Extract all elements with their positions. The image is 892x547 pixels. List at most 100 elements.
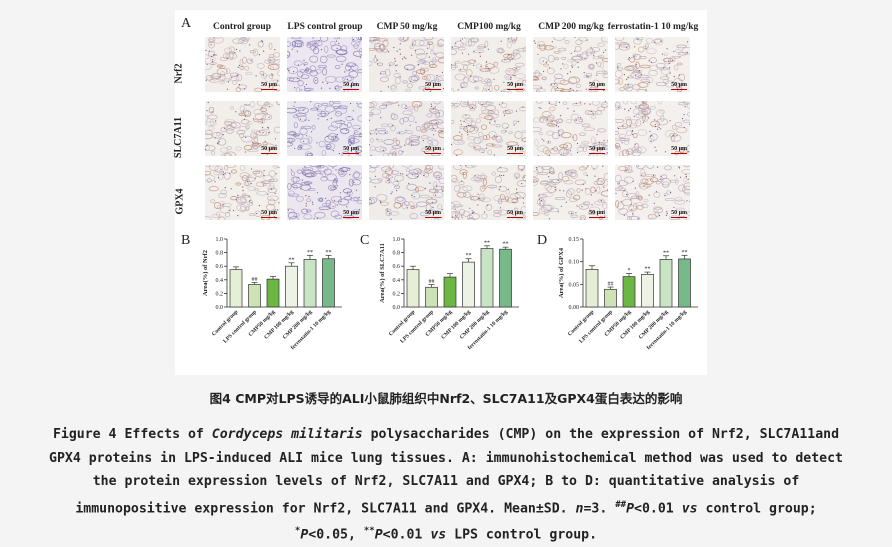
- scale-bar-label: 50 μm: [425, 82, 441, 90]
- bar: [406, 269, 420, 308]
- y-tick-label: 0.4: [216, 278, 224, 284]
- y-axis-label: Area(%) of GPX4: [558, 247, 565, 298]
- caption-line-2: GPX4 proteins in LPS-induced ALI mice lu…: [49, 450, 843, 466]
- caption-english: Figure 4 Effects of Cordyceps militaris …: [4, 423, 888, 547]
- column-header-cmp100: CMP100 mg/kg: [457, 22, 521, 32]
- panel-label-c: C: [360, 233, 370, 248]
- y-tick-label: 0.6: [216, 264, 224, 270]
- scale-bar-label: 50 μm: [261, 82, 277, 90]
- y-tick-label: 0.2: [216, 291, 224, 297]
- micrograph-gpx4-3: 50 μm: [451, 165, 526, 220]
- micrograph-nrf2-2: 50 μm: [369, 37, 444, 92]
- row-header-nrf2: Nrf2: [173, 63, 185, 84]
- category-label: LPS control group: [399, 309, 435, 345]
- significance-label: **: [663, 250, 669, 256]
- significance-label: ##: [429, 279, 435, 285]
- scale-bar-label: 50 μm: [589, 146, 605, 154]
- significance-label: **: [682, 250, 688, 256]
- panel-label-a: A: [181, 16, 192, 31]
- panel-label-b: B: [181, 233, 191, 248]
- column-header-control: Control group: [213, 22, 271, 32]
- column-header-cmp50: CMP 50 mg/kg: [376, 22, 438, 32]
- caption-line-5: *P<0.05, **P<0.01 vs LPS control group.: [294, 526, 598, 543]
- y-tick-label: 0.0: [393, 305, 401, 311]
- bar: [499, 248, 512, 308]
- panel-label-d: D: [537, 233, 548, 248]
- significance-label: **: [307, 250, 313, 256]
- scale-bar-label: 50 μm: [425, 210, 441, 218]
- significance-label: **: [645, 267, 651, 273]
- y-tick-label: 1.0: [393, 237, 401, 243]
- y-tick-label: 0.4: [393, 278, 401, 284]
- micrograph-gpx4-0: 50 μm: [205, 165, 280, 220]
- micrograph-nrf2-5: 50 μm: [615, 37, 690, 92]
- significance-label: **: [289, 257, 295, 263]
- bar: [443, 276, 457, 308]
- y-tick-label: 0.00: [569, 305, 580, 311]
- bar: [604, 288, 617, 308]
- micrograph-slc7a11-0: 50 μm: [205, 101, 280, 156]
- scale-bar-label: 50 μm: [507, 210, 523, 218]
- row-header-slc7a11: SLC7A11: [173, 116, 185, 159]
- y-tick-label: 0.10: [569, 260, 580, 266]
- scale-bar-label: 50 μm: [589, 210, 605, 218]
- figure-panel: A Control group LPS control group CMP 50…: [173, 10, 707, 375]
- y-tick-label: 0.2: [393, 291, 401, 297]
- micrograph-gpx4-5: 50 μm: [615, 165, 690, 220]
- column-header-cmp200: CMP 200 mg/kg: [538, 22, 604, 32]
- significance-label: *: [628, 268, 631, 274]
- caption-line-4: immunopositive expression for Nrf2, SLC7…: [75, 499, 817, 516]
- micrograph-gpx4-4: 50 μm: [533, 165, 608, 220]
- bar: [285, 265, 298, 308]
- column-header-ferrostatin: ferrostatin-1 10 mg/kg: [607, 22, 699, 32]
- scale-bar-label: 50 μm: [671, 210, 687, 218]
- micrograph-nrf2-0: 50 μm: [205, 37, 280, 92]
- scale-bar-label: 50 μm: [343, 146, 359, 154]
- bar: [585, 269, 599, 308]
- caption-line-3: the protein expression levels of Nrf2, S…: [92, 474, 800, 489]
- bar: [678, 258, 691, 308]
- category-label: LPS control group: [222, 309, 258, 345]
- y-axis-label: Area(%) of SLC7A11: [379, 243, 386, 303]
- micrograph-slc7a11-4: 50 μm: [533, 101, 608, 156]
- y-tick-label: 0.15: [569, 237, 580, 243]
- caption-chinese: 图4 CMP对LPS诱导的ALI小鼠肺组织中Nrf2、SLC7A11及GPX4蛋…: [209, 391, 683, 406]
- bar: [229, 269, 243, 308]
- scale-bar-label: 50 μm: [589, 82, 605, 90]
- caption-line-1: Figure 4 Effects of Cordyceps militaris …: [52, 427, 840, 442]
- scale-bar-label: 50 μm: [507, 82, 523, 90]
- y-tick-label: 0.8: [216, 251, 224, 257]
- y-tick-label: 0.0: [216, 305, 224, 311]
- y-tick-label: 0.05: [569, 282, 580, 288]
- micrograph-slc7a11-2: 50 μm: [369, 101, 444, 156]
- scale-bar-label: 50 μm: [261, 210, 277, 218]
- bar: [425, 286, 438, 308]
- significance-label: ##: [608, 282, 614, 288]
- bar: [266, 278, 280, 308]
- micrograph-slc7a11-3: 50 μm: [451, 101, 526, 156]
- micrograph-gpx4-2: 50 μm: [369, 165, 444, 220]
- row-header-gpx4: GPX4: [174, 188, 186, 215]
- category-label: LPS control group: [578, 309, 614, 345]
- scale-bar-label: 50 μm: [507, 146, 523, 154]
- scale-bar-label: 50 μm: [343, 82, 359, 90]
- micrograph-slc7a11-1: 50 μm: [287, 101, 362, 156]
- significance-label: **: [466, 253, 472, 259]
- micrograph-gpx4-1: 50 μm: [287, 165, 362, 220]
- scale-bar-label: 50 μm: [425, 146, 441, 154]
- bar: [248, 284, 261, 308]
- micrograph-nrf2-1: 50 μm: [287, 37, 362, 92]
- micrograph-nrf2-4: 50 μm: [533, 37, 608, 92]
- bar: [480, 248, 494, 308]
- bar: [659, 259, 673, 308]
- scale-bar-label: 50 μm: [671, 146, 687, 154]
- significance-label: **: [484, 240, 490, 246]
- significance-label: ##: [252, 277, 258, 283]
- scale-bar-label: 50 μm: [261, 146, 277, 154]
- bar: [622, 276, 636, 308]
- scale-bar-label: 50 μm: [343, 210, 359, 218]
- bar: [322, 258, 335, 308]
